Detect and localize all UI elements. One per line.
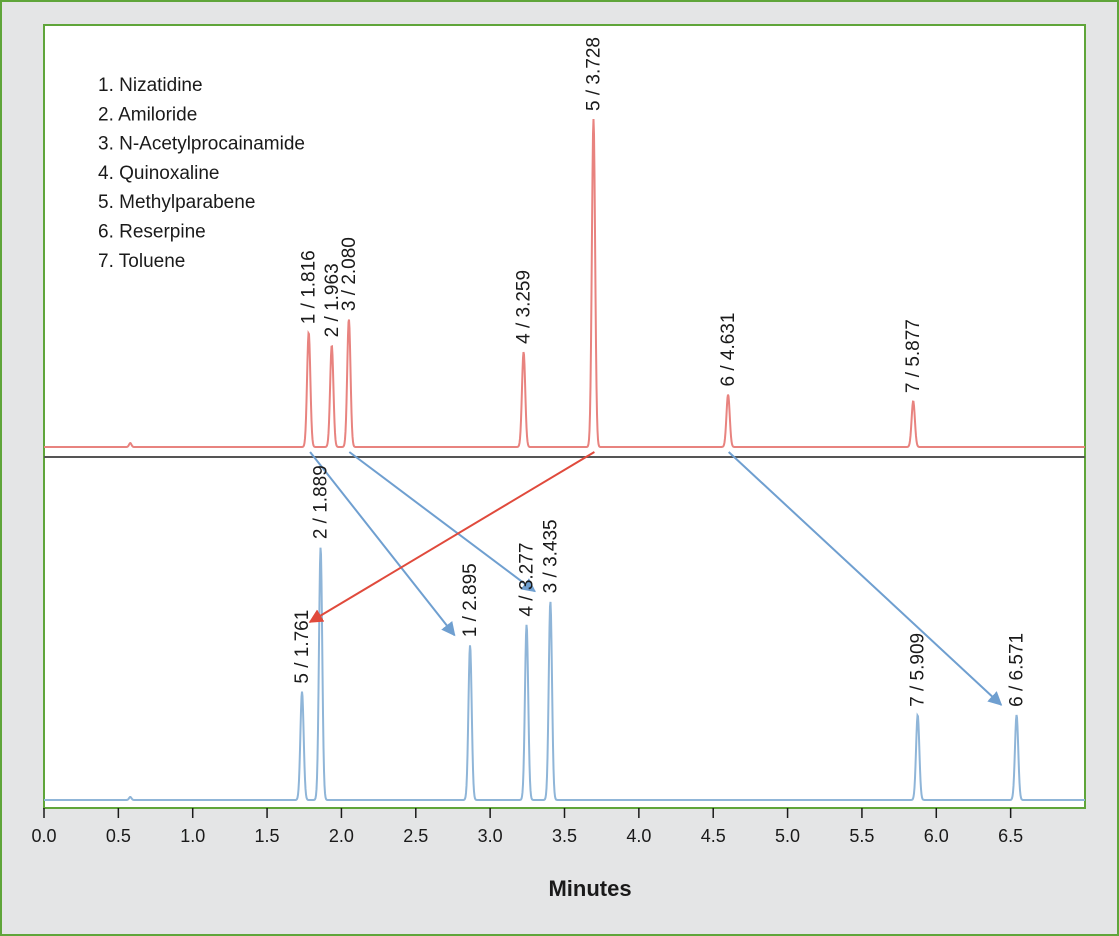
x-tick-label: 1.0 (180, 826, 205, 846)
x-tick-label: 5.5 (849, 826, 874, 846)
peak-label: 6 / 4.631 (718, 313, 739, 387)
shift-arrow (309, 451, 456, 637)
peak-label: 2 / 1.963 (322, 263, 343, 337)
peak-label: 7 / 5.877 (903, 319, 924, 393)
shift-arrow (728, 451, 1003, 706)
peak-label: 7 / 5.909 (908, 633, 929, 707)
legend-item: 7. Toluene (98, 251, 185, 272)
x-tick-label: 3.5 (552, 826, 577, 846)
peak-label: 2 / 1.889 (311, 465, 332, 539)
legend-item: 5. Methylparabene (98, 192, 255, 213)
legend-item: 6. Reserpine (98, 222, 206, 243)
legend-item: 1. Nizatidine (98, 75, 203, 96)
legend: 1. Nizatidine 2. Amiloride 3. N-Acetylproc… (98, 75, 305, 272)
legend-item: 3. N-Acetylprocainamide (98, 134, 305, 155)
peak-label: 3 / 3.435 (540, 519, 561, 593)
peak-label: 3 / 2.080 (339, 237, 360, 311)
x-tick-label: 4.0 (626, 826, 651, 846)
peak-label: 4 / 3.277 (517, 543, 538, 617)
x-tick-label: 5.0 (775, 826, 800, 846)
x-tick-label: 6.5 (998, 826, 1023, 846)
peak-label: 5 / 3.728 (583, 37, 604, 111)
x-axis-title: Minutes (548, 876, 631, 901)
shift-arrow (348, 451, 536, 593)
x-axis: 0.0 0.5 1.0 1.5 2.0 2.5 3.0 3.5 4.0 4.5 5.0 5.5 6.0 6… (31, 808, 1023, 846)
traces (44, 118, 1085, 801)
peak-label: 5 / 1.761 (292, 610, 313, 684)
x-tick-label: 3.0 (478, 826, 503, 846)
peak-label: 1 / 1.816 (299, 250, 320, 324)
peak-label: 6 / 6.571 (1007, 633, 1028, 707)
chromatogram-trace-2 (44, 547, 1085, 801)
chromatogram-trace-1 (44, 118, 1085, 448)
x-tick-label: 0.0 (31, 826, 56, 846)
peak-label: 1 / 2.895 (460, 563, 481, 637)
x-tick-label: 2.5 (403, 826, 428, 846)
x-tick-label: 2.0 (329, 826, 354, 846)
x-tick-label: 0.5 (106, 826, 131, 846)
x-tick-label: 1.5 (255, 826, 280, 846)
x-tick-label: 6.0 (924, 826, 949, 846)
x-tick-label: 4.5 (701, 826, 726, 846)
peak-label: 4 / 3.259 (514, 270, 535, 344)
shift-arrows (308, 451, 1003, 706)
shift-arrow (308, 451, 595, 623)
legend-item: 4. Quinoxaline (98, 163, 219, 184)
legend-item: 2. Amiloride (98, 104, 197, 125)
